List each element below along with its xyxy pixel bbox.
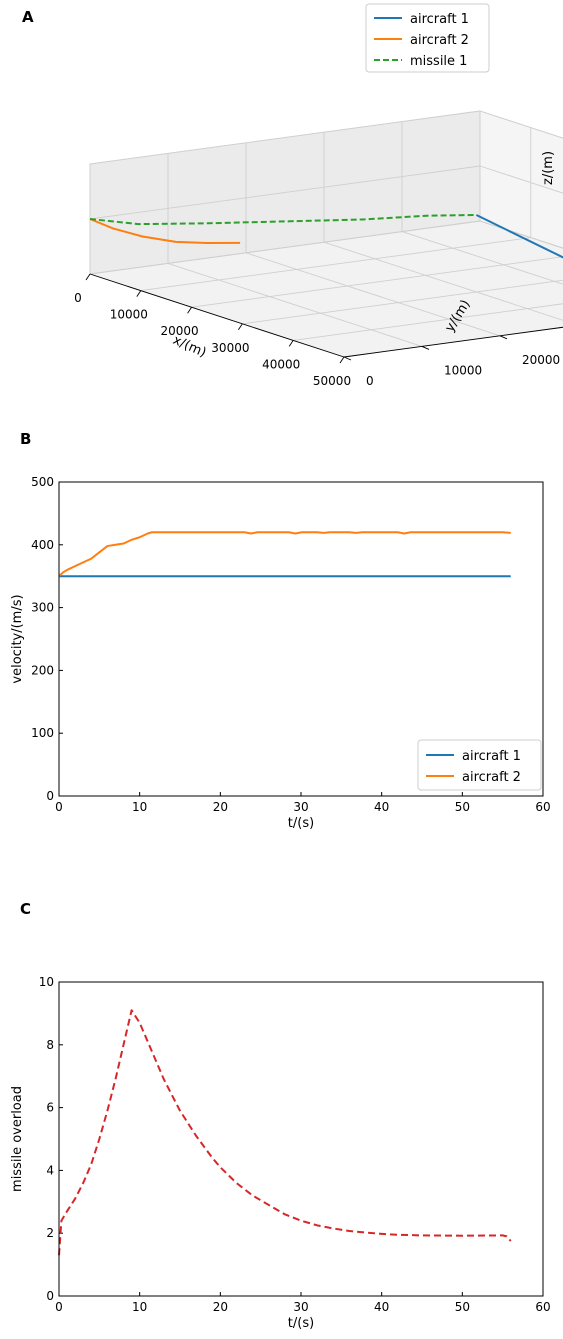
x-tick-label: 10 [132, 1300, 147, 1314]
y-tick-label: 500 [31, 475, 54, 489]
series-line [58, 1009, 512, 1256]
y-tick-label: 8 [46, 1038, 54, 1052]
y-tick-label: 400 [31, 538, 54, 552]
x-tick [288, 340, 294, 347]
grid-line [479, 165, 563, 194]
x-tick-label: 20 [213, 1300, 228, 1314]
x-tick-label: 0 [55, 1300, 63, 1314]
x-tick-label: 30000 [211, 341, 249, 355]
grid-line [167, 262, 423, 347]
y-tick-label: 10000 [444, 363, 482, 377]
x-tick [85, 273, 91, 281]
x-tick-label: 10000 [110, 308, 148, 322]
series-line [58, 531, 511, 577]
y-axis-label: missile overload [10, 1086, 25, 1192]
x-axis-line [89, 273, 345, 358]
y-tick [343, 356, 352, 361]
y-axis-line [343, 326, 563, 358]
x-tick-label: 40 [374, 1300, 389, 1314]
y-tick-label: 200 [31, 663, 54, 677]
legend-entry: aircraft 2 [410, 33, 469, 48]
x-tick [187, 306, 192, 314]
x-tick-label: 30 [293, 1300, 308, 1314]
x-tick-label: 0 [74, 291, 82, 305]
x-tick-label: 0 [55, 800, 63, 814]
x-tick-label: 50 [455, 800, 470, 814]
grid-line [479, 220, 563, 249]
grid-line [140, 237, 531, 292]
x-tick-label: 60 [535, 1300, 550, 1314]
legend-entry: missile 1 [410, 54, 467, 69]
y-tick-label: 20000 [522, 353, 560, 367]
y-tick-label: 0 [46, 789, 54, 803]
legend-entry: aircraft 2 [462, 770, 521, 785]
trajectory-line [89, 218, 241, 245]
chart-velocity: 0 10 20 30 40 50 60 0 100 200 300 400 500 t/(s) veloci… [10, 475, 551, 831]
grid-line [245, 252, 501, 337]
x-tick-label: 50000 [313, 374, 351, 388]
plot-frame [58, 981, 544, 1297]
y-axis-label: velocity/(m/s) [10, 594, 25, 683]
x-tick-label: 40 [374, 800, 389, 814]
y-tick-label: 4 [46, 1163, 54, 1177]
y-tick-label: 6 [46, 1101, 54, 1115]
z-axis-label: z/(m) [541, 151, 556, 185]
x-axis-label: t/(s) [288, 1316, 314, 1331]
x-tick [136, 290, 142, 297]
legend: aircraft 1 aircraft 2 [417, 739, 542, 791]
y-tick-label: 10 [39, 975, 54, 989]
y-tick-label: 0 [46, 1289, 54, 1303]
grid-line [191, 256, 563, 308]
chart-3d-trajectories: 0100002000030000400005000001000020000300… [74, 3, 563, 388]
grid-line [401, 231, 563, 285]
x-tick [238, 323, 243, 331]
chart-missile-overload: 0 10 20 30 40 50 60 0 2 4 6 8 10 t/(s) missile overloa… [10, 975, 551, 1331]
trajectory-line [475, 214, 563, 259]
trajectory-line [89, 214, 477, 226]
grid-line [242, 279, 563, 325]
legend-frame [365, 3, 490, 73]
x-tick [339, 356, 345, 364]
x-tick-label: 60 [535, 800, 550, 814]
plot-frame [58, 481, 544, 797]
x-tick-label: 50 [455, 1300, 470, 1314]
legend-frame [417, 739, 542, 791]
legend: aircraft 1 aircraft 2 missile 1 [365, 3, 490, 73]
y-tick-label: 100 [31, 726, 54, 740]
x-axis-label: t/(s) [288, 816, 314, 831]
panel-label-b: B [20, 430, 32, 448]
y-tick-label: 0 [366, 374, 374, 388]
x-tick-label: 40000 [262, 357, 300, 371]
panel-label-a: A [22, 8, 34, 26]
grid-line [293, 303, 563, 341]
legend-entry: aircraft 1 [410, 12, 469, 27]
grid-line [89, 220, 481, 275]
x-tick-label: 20000 [161, 324, 199, 338]
grid-line [479, 110, 563, 139]
panel-label-c: C [20, 900, 32, 918]
x-tick-label: 10 [132, 800, 147, 814]
grid-line [89, 110, 481, 165]
legend-entry: aircraft 1 [462, 749, 521, 764]
x-tick-label: 30 [293, 800, 308, 814]
y-tick [499, 335, 508, 340]
grid-line [89, 165, 481, 220]
y-tick [421, 345, 430, 350]
y-tick-label: 2 [46, 1226, 54, 1240]
y-tick-label: 300 [31, 601, 54, 615]
x-tick-label: 20 [213, 800, 228, 814]
grid-line [323, 241, 563, 321]
